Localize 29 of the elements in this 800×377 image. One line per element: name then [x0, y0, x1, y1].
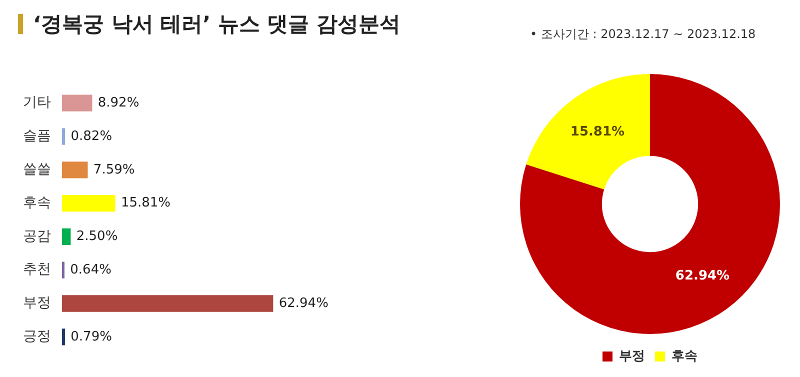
data-label: 0.79% [70, 329, 112, 344]
y-tick-label: 슬픔 [23, 128, 51, 144]
data-label: 8.92% [98, 95, 140, 110]
y-tick-label: 쓸쓸 [23, 162, 51, 178]
data-label: 2.50% [76, 229, 118, 244]
y-tick-label: 추천 [23, 262, 51, 278]
y-tick-label: 긍정 [23, 328, 51, 345]
y-tick-label: 후속 [23, 194, 51, 211]
legend-label: 후속 [672, 348, 698, 364]
data-label: 7.59% [93, 162, 135, 178]
bar [62, 328, 65, 346]
data-label: 62.94% [675, 268, 730, 284]
bar [62, 295, 274, 312]
bar [62, 94, 92, 112]
text: • 조사기간 : 2023.12.17 ~ 2023.12.18 [530, 26, 756, 43]
bar [62, 162, 88, 178]
y-tick-label: 부정 [23, 295, 51, 312]
data-label: 0.64% [70, 262, 112, 278]
data-label: 15.81% [120, 196, 171, 211]
chart-title: ‘경복궁 낙서 테러’ 뉴스 댓글 감성분석 [33, 11, 401, 38]
legend-label: 부정 [619, 348, 645, 364]
bar [62, 194, 116, 212]
data-label: 15.81% [570, 124, 625, 140]
y-tick-label: 기타 [23, 94, 51, 111]
data-label: 0.82% [70, 128, 112, 144]
y-tick-label: 공감 [23, 228, 51, 244]
bar [62, 228, 71, 246]
bar [62, 128, 66, 145]
data-label: 62.94% [278, 296, 328, 311]
